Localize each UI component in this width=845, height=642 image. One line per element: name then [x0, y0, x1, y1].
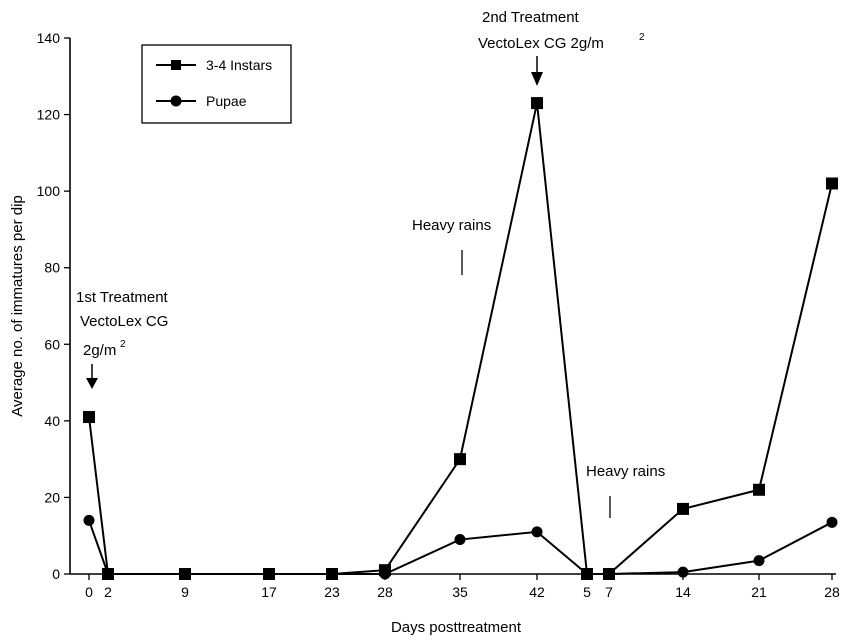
first-treatment-rate-exponent: 2: [120, 339, 126, 350]
pupae-point: [603, 568, 615, 580]
pupae-point: [826, 516, 838, 528]
legend-label-instars: 3-4 Instars: [206, 57, 272, 73]
pupae-point: [677, 566, 689, 578]
legend-item-pupae: Pupae: [156, 93, 247, 109]
y-tick-label: 20: [44, 489, 60, 505]
first-treatment-label: 1st Treatment: [76, 289, 169, 306]
x-tick-label: 9: [181, 584, 189, 600]
legend: 3-4 Instars Pupae: [141, 44, 292, 124]
legend-marker-square: [171, 60, 181, 70]
instars-point: [83, 411, 95, 424]
second-treatment-rate-exponent: 2: [639, 32, 645, 43]
x-tick-label: 5: [583, 584, 591, 600]
x-tick-label: 21: [751, 584, 767, 600]
instars-point: [677, 502, 689, 515]
y-tick-label: 0: [52, 566, 60, 582]
pupae-point: [102, 568, 114, 580]
heavy-rains-label-1: Heavy rains: [412, 217, 491, 234]
series-line-instars: [88, 102, 833, 575]
y-tick-label: 120: [37, 107, 61, 123]
second-treatment-label: 2nd Treatment: [482, 9, 580, 26]
x-axis-ticks: 0 2 9 17 23 28 35 42 5 7 14 21 28: [85, 574, 840, 600]
legend-item-instars: 3-4 Instars: [156, 57, 272, 73]
y-axis-title: Average no. of immatures per dip: [9, 195, 26, 417]
y-tick-label: 60: [44, 336, 60, 352]
legend-marker-circle: [170, 95, 182, 107]
x-tick-label: 0: [85, 584, 93, 600]
y-tick-label: 100: [37, 183, 61, 199]
instars-point: [531, 97, 543, 110]
heavy-rains-label-2: Heavy rains: [586, 463, 665, 480]
x-tick-label: 23: [324, 584, 340, 600]
x-tick-label: 17: [261, 584, 277, 600]
x-tick-label: 28: [377, 584, 393, 600]
first-treatment-rate: 2g/m: [83, 342, 116, 359]
second-treatment-arrow: [531, 56, 543, 86]
legend-box: [141, 44, 292, 124]
pupae-point: [454, 534, 466, 546]
pupae-point: [581, 568, 593, 580]
pupae-point: [379, 568, 391, 580]
x-tick-label: 35: [452, 584, 468, 600]
x-tick-label: 14: [675, 584, 691, 600]
x-axis-title: Days posttreatment: [391, 619, 522, 636]
pupae-point: [326, 568, 338, 580]
legend-label-pupae: Pupae: [206, 93, 247, 109]
series-lines: [88, 102, 833, 575]
x-tick-label: 7: [605, 584, 613, 600]
instars-point: [826, 177, 838, 190]
y-axis-ticks: 0 20 40 60 80 100 120 140: [37, 30, 70, 582]
pupae-point: [753, 555, 765, 567]
y-tick-label: 40: [44, 413, 60, 429]
x-tick-label: 42: [529, 584, 545, 600]
first-treatment-arrow: [86, 364, 98, 389]
series-line-pupae: [88, 520, 833, 575]
instars-point: [454, 453, 466, 466]
first-treatment-product: VectoLex CG: [80, 313, 168, 330]
pupae-point: [531, 526, 543, 538]
pupae-point: [179, 568, 191, 580]
pupae-point: [263, 568, 275, 580]
pupae-point: [83, 514, 95, 526]
y-tick-label: 80: [44, 260, 60, 276]
x-tick-label: 28: [824, 584, 840, 600]
y-tick-label: 140: [37, 30, 61, 46]
second-treatment-product: VectoLex CG 2g/m: [478, 35, 604, 52]
instars-point: [753, 483, 765, 496]
series-markers: [83, 97, 838, 580]
x-tick-label: 2: [104, 584, 112, 600]
